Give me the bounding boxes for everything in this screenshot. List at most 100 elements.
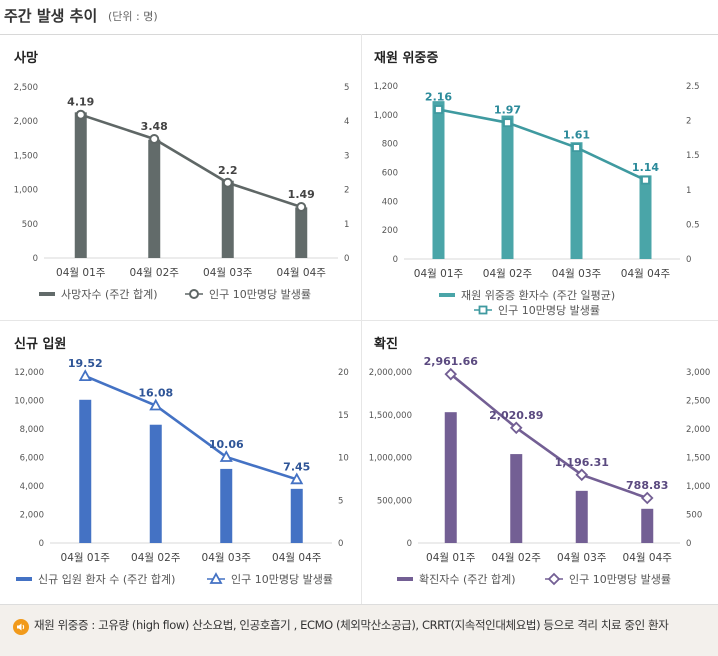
y-left-tick: 12,000: [14, 368, 44, 378]
bar: [295, 207, 308, 258]
chart-grid: [0, 34, 718, 605]
bar: [510, 454, 523, 543]
y-right-tick: 0.5: [686, 220, 700, 230]
series-marker: [640, 491, 654, 505]
series-marker: [296, 202, 307, 213]
series-marker: [503, 118, 512, 128]
x-tick-label: 04월 04주: [277, 267, 327, 279]
series-marker: [78, 369, 92, 382]
y-right-tick: 2,000: [686, 425, 710, 435]
x-tick-label: 04월 02주: [130, 267, 180, 279]
y-right-tick: 2: [686, 117, 691, 127]
chart-panel-icu: 재원 위중증 0 200 400 600 800 1,000 1,200 0 0.5 1 1.5 2 2.…: [362, 35, 718, 320]
data-label: 1,196.31: [555, 456, 609, 469]
series-marker: [290, 472, 304, 485]
chart-svg-admit: 신규 입원 0 2,000 4,000 6,000 8,000 10,000 12,000 0 5…: [14, 337, 349, 586]
data-label: 1.14: [632, 161, 659, 174]
y-left-tick: 8,000: [20, 425, 44, 435]
y-left-tick: 1,500,000: [369, 411, 412, 421]
horizontal-divider: [0, 320, 718, 321]
x-tick-label: 04월 01주: [56, 267, 106, 279]
y-left-tick: 400: [382, 197, 398, 207]
page-title: 주간 발생 추이: [4, 7, 98, 25]
bar: [575, 490, 588, 543]
footnote-text: 재원 위중증 : 고유량 (high flow) 산소요법, 인공호흡기 , E…: [34, 618, 669, 632]
vertical-divider: [361, 34, 362, 604]
legend-marker: [478, 305, 488, 315]
legend-label-bar: 재원 위중증 환자수 (주간 일평균): [461, 288, 615, 302]
data-label: 16.08: [138, 387, 173, 400]
y-right-tick: 3: [344, 151, 349, 161]
legend-swatch-bar: [397, 577, 413, 581]
bar: [501, 115, 514, 259]
series-marker: [219, 450, 233, 462]
y-left-tick: 1,000,000: [369, 454, 412, 464]
legend-marker: [189, 289, 199, 299]
x-tick-label: 04월 03주: [202, 552, 252, 564]
bar: [641, 508, 654, 543]
data-label: 2.16: [425, 91, 452, 104]
y-right-tick: 0: [686, 255, 691, 265]
bar: [570, 142, 583, 259]
series-marker: [575, 468, 589, 482]
y-left-tick: 1,200: [374, 82, 398, 92]
x-tick-label: 04월 04주: [272, 552, 322, 564]
bar: [639, 175, 652, 259]
series-line: [80, 113, 302, 209]
data-label: 10.06: [209, 438, 244, 451]
y-left-tick: 0: [393, 255, 398, 265]
y-left-tick: 0: [33, 254, 38, 264]
series-marker: [149, 133, 160, 144]
y-left-tick: 800: [382, 140, 398, 150]
y-left-tick: 500,000: [377, 496, 412, 506]
y-right-tick: 1,500: [686, 454, 710, 464]
series-marker: [222, 177, 233, 188]
chart-svg-icu: 재원 위중증 0 200 400 600 800 1,000 1,200 0 0.5 1 1.5 2 2.…: [374, 51, 700, 317]
data-label: 19.52: [68, 357, 103, 370]
y-right-tick: 1,000: [686, 482, 710, 492]
y-right-tick: 500: [686, 511, 702, 521]
series-marker: [641, 175, 650, 185]
y-right-tick: 2: [344, 186, 349, 196]
legend-swatch-bar: [39, 292, 55, 296]
y-right-tick: 2.5: [686, 82, 700, 92]
series-line: [438, 108, 647, 182]
y-left-tick: 0: [39, 539, 44, 549]
y-left-tick: 1,000: [14, 186, 38, 196]
y-left-tick: 1,500: [14, 151, 38, 161]
legend-label-bar: 확진자수 (주간 합계): [419, 573, 516, 586]
series-marker: [444, 367, 458, 381]
legend-marker: [209, 572, 223, 584]
bar: [79, 399, 92, 543]
series-marker: [149, 398, 163, 411]
y-left-tick: 0: [407, 539, 412, 549]
y-right-tick: 3,000: [686, 368, 710, 378]
bar: [148, 139, 161, 258]
data-label: 4.19: [67, 96, 94, 109]
page-header: 주간 발생 추이 (단위 : 명): [0, 0, 718, 34]
y-right-tick: 1: [344, 220, 349, 230]
chart-panel-admissions: 신규 입원 0 2,000 4,000 6,000 8,000 10,000 12,000 0 5…: [2, 321, 360, 606]
chart-svg-confirmed: 확진 0 500,000 1,000,000 1,500,000 2,000,000 0 50…: [369, 336, 711, 586]
legend-label-line: 인구 10만명당 발생률: [231, 573, 333, 586]
chart-panel-confirmed: 확진 0 500,000 1,000,000 1,500,000 2,000,000 0 50…: [362, 321, 718, 606]
legend-label-line: 인구 10만명당 발생률: [209, 288, 311, 301]
data-label: 2,961.66: [424, 355, 479, 368]
data-label: 2.2: [218, 164, 238, 177]
y-left-tick: 600: [382, 169, 398, 179]
y-right-tick: 2,500: [686, 397, 710, 407]
legend-swatch-bar: [439, 293, 455, 297]
data-label: 7.45: [283, 460, 310, 473]
x-tick-label: 04월 02주: [492, 552, 542, 564]
x-tick-label: 04월 03주: [203, 267, 253, 279]
x-tick-label: 04월 02주: [483, 268, 533, 280]
series-marker: [434, 105, 443, 114]
y-right-tick: 0: [338, 539, 343, 549]
y-left-tick: 2,000: [20, 511, 44, 521]
bar: [290, 488, 303, 543]
chart-svg-deaths: 사망 0 500 1,000 1,500 2,000 2,500 0 1 2 3 4 5 04월 01주 0…: [14, 50, 350, 301]
bar: [74, 112, 87, 258]
y-left-tick: 2,500: [14, 83, 38, 93]
x-tick-label: 04월 01주: [61, 552, 111, 564]
y-right-tick: 5: [344, 83, 349, 93]
